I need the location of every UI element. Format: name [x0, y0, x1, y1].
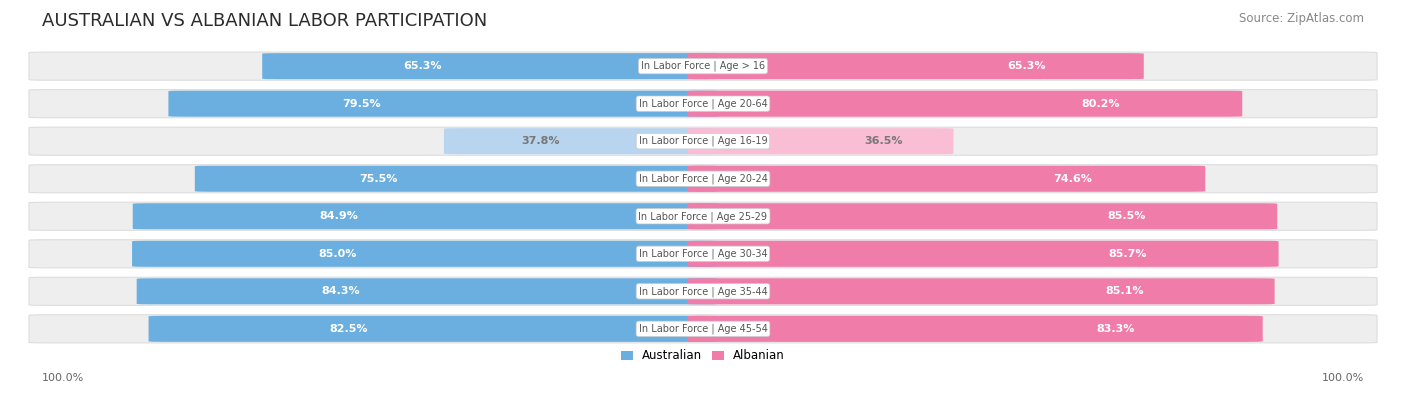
Text: In Labor Force | Age > 16: In Labor Force | Age > 16 [641, 61, 765, 71]
Text: 74.6%: 74.6% [1053, 174, 1092, 184]
Text: 85.0%: 85.0% [319, 249, 357, 259]
Text: In Labor Force | Age 16-19: In Labor Force | Age 16-19 [638, 136, 768, 147]
FancyBboxPatch shape [688, 241, 1278, 267]
Text: 75.5%: 75.5% [360, 174, 398, 184]
FancyBboxPatch shape [30, 127, 1376, 155]
Text: 85.7%: 85.7% [1108, 249, 1147, 259]
FancyBboxPatch shape [132, 203, 718, 229]
Text: In Labor Force | Age 30-34: In Labor Force | Age 30-34 [638, 248, 768, 259]
FancyBboxPatch shape [30, 315, 1376, 343]
FancyBboxPatch shape [30, 202, 1376, 230]
FancyBboxPatch shape [30, 240, 1376, 268]
FancyBboxPatch shape [688, 316, 1263, 342]
FancyBboxPatch shape [688, 203, 1277, 229]
Text: 79.5%: 79.5% [342, 99, 381, 109]
FancyBboxPatch shape [136, 278, 718, 304]
Text: 36.5%: 36.5% [865, 136, 903, 146]
Text: Source: ZipAtlas.com: Source: ZipAtlas.com [1239, 12, 1364, 25]
FancyBboxPatch shape [688, 91, 1243, 117]
Text: 84.9%: 84.9% [319, 211, 357, 221]
FancyBboxPatch shape [688, 128, 953, 154]
FancyBboxPatch shape [30, 90, 1376, 118]
FancyBboxPatch shape [195, 166, 718, 192]
Text: 65.3%: 65.3% [404, 61, 441, 71]
Text: In Labor Force | Age 45-54: In Labor Force | Age 45-54 [638, 324, 768, 334]
Text: 82.5%: 82.5% [329, 324, 368, 334]
FancyBboxPatch shape [688, 278, 1275, 304]
Text: In Labor Force | Age 20-24: In Labor Force | Age 20-24 [638, 173, 768, 184]
Text: 80.2%: 80.2% [1081, 99, 1119, 109]
FancyBboxPatch shape [263, 53, 718, 79]
FancyBboxPatch shape [30, 52, 1376, 80]
Text: 100.0%: 100.0% [1322, 373, 1364, 383]
Text: AUSTRALIAN VS ALBANIAN LABOR PARTICIPATION: AUSTRALIAN VS ALBANIAN LABOR PARTICIPATI… [42, 12, 488, 30]
Text: In Labor Force | Age 20-64: In Labor Force | Age 20-64 [638, 98, 768, 109]
Text: 37.8%: 37.8% [522, 136, 560, 146]
Text: 65.3%: 65.3% [1007, 61, 1046, 71]
FancyBboxPatch shape [688, 53, 1143, 79]
Text: In Labor Force | Age 25-29: In Labor Force | Age 25-29 [638, 211, 768, 222]
Text: 85.5%: 85.5% [1108, 211, 1146, 221]
Text: In Labor Force | Age 35-44: In Labor Force | Age 35-44 [638, 286, 768, 297]
FancyBboxPatch shape [169, 91, 718, 117]
FancyBboxPatch shape [149, 316, 718, 342]
Text: 84.3%: 84.3% [322, 286, 360, 296]
FancyBboxPatch shape [132, 241, 718, 267]
FancyBboxPatch shape [30, 277, 1376, 305]
FancyBboxPatch shape [688, 166, 1205, 192]
FancyBboxPatch shape [30, 165, 1376, 193]
Legend: Australian, Albanian: Australian, Albanian [617, 346, 789, 366]
Text: 85.1%: 85.1% [1105, 286, 1144, 296]
Text: 100.0%: 100.0% [42, 373, 84, 383]
Text: 83.3%: 83.3% [1097, 324, 1135, 334]
FancyBboxPatch shape [444, 128, 718, 154]
